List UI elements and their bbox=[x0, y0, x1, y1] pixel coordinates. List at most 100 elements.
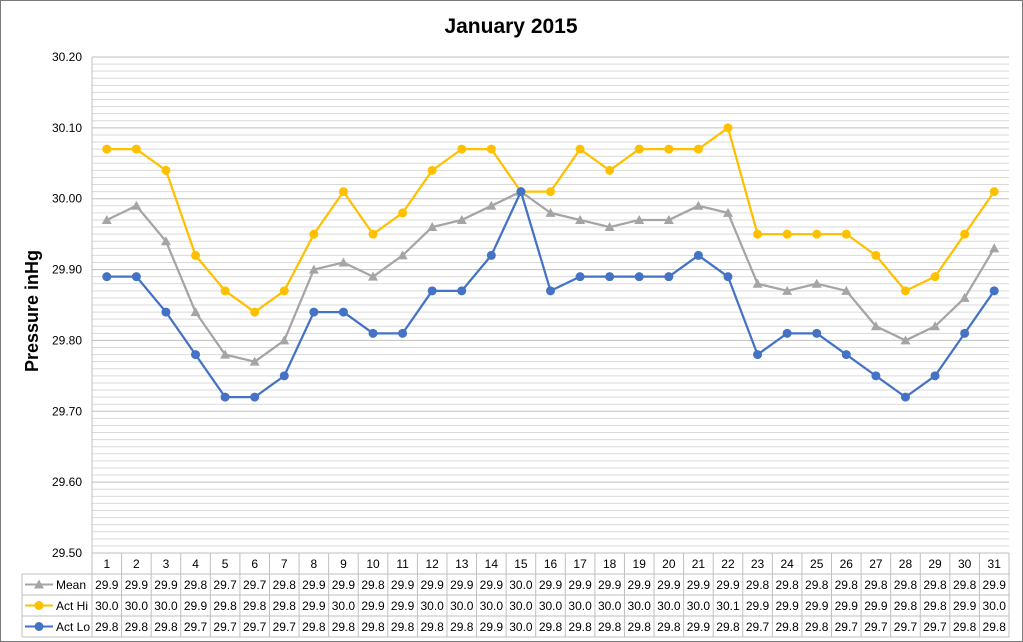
table-cell: 29.9 bbox=[125, 578, 149, 592]
data-point bbox=[308, 264, 319, 274]
table-cell: 29.8 bbox=[864, 578, 888, 592]
data-point bbox=[427, 286, 437, 296]
data-point bbox=[989, 243, 1000, 253]
y-tick-label: 29.50 bbox=[52, 546, 82, 560]
table-cell: 29.9 bbox=[361, 599, 385, 613]
table-header-cell: 6 bbox=[251, 557, 258, 571]
table-cell: 30.0 bbox=[509, 620, 533, 634]
table-cell: 30.0 bbox=[509, 599, 533, 613]
data-point bbox=[782, 285, 793, 295]
data-point bbox=[309, 229, 319, 239]
table-cell: 29.9 bbox=[775, 599, 799, 613]
table-header-cell: 21 bbox=[692, 557, 706, 571]
data-point bbox=[604, 222, 615, 232]
data-point bbox=[693, 200, 704, 210]
table-cell: 29.7 bbox=[213, 578, 237, 592]
table-cell: 29.9 bbox=[687, 578, 711, 592]
table-cell: 29.9 bbox=[687, 620, 711, 634]
table-header-cell: 24 bbox=[780, 557, 794, 571]
legend-label: Mean bbox=[56, 578, 86, 592]
table-cell: 30.0 bbox=[983, 599, 1007, 613]
y-tick-label: 29.60 bbox=[52, 475, 82, 489]
table-cell: 29.7 bbox=[864, 620, 888, 634]
table-cell: 30.0 bbox=[154, 599, 178, 613]
table-cell: 30.0 bbox=[95, 599, 119, 613]
data-point bbox=[664, 272, 674, 282]
data-point bbox=[456, 214, 467, 224]
table-cell: 29.9 bbox=[302, 578, 326, 592]
legend-label: Act Hi bbox=[56, 599, 88, 613]
data-point bbox=[220, 349, 231, 359]
table-cell: 29.8 bbox=[361, 578, 385, 592]
legend-key-act-lo: Act Lo bbox=[25, 620, 90, 634]
data-point bbox=[575, 144, 585, 154]
data-point bbox=[782, 328, 792, 338]
y-axis-ticks: 30.20 30.10 30.00 29.90 29.80 29.70 29.60 29.50 bbox=[52, 50, 82, 560]
table-cell: 30.0 bbox=[332, 599, 356, 613]
table-cell: 29.9 bbox=[657, 578, 681, 592]
data-point bbox=[190, 307, 201, 317]
table-cell: 29.8 bbox=[983, 620, 1007, 634]
data-point bbox=[457, 286, 467, 296]
table-header-cell: 29 bbox=[928, 557, 942, 571]
table-cell: 29.8 bbox=[598, 620, 622, 634]
table-cell: 29.7 bbox=[273, 620, 297, 634]
data-point bbox=[131, 200, 142, 210]
data-point bbox=[338, 307, 348, 317]
data-point bbox=[279, 335, 290, 345]
data-point bbox=[309, 307, 319, 317]
data-point bbox=[900, 392, 910, 402]
table-cell: 29.9 bbox=[628, 578, 652, 592]
data-point bbox=[131, 144, 141, 154]
data-point bbox=[989, 187, 999, 197]
data-point bbox=[752, 278, 763, 288]
table-header-cell: 26 bbox=[840, 557, 854, 571]
table-cell: 29.8 bbox=[184, 578, 208, 592]
table-header-cell: 28 bbox=[899, 557, 913, 571]
data-point bbox=[930, 272, 940, 282]
data-point bbox=[161, 307, 171, 317]
data-point bbox=[546, 187, 555, 197]
table-header-cell: 13 bbox=[455, 557, 469, 571]
data-point bbox=[722, 207, 733, 217]
table-cell: 29.9 bbox=[716, 578, 740, 592]
data-point bbox=[605, 272, 615, 282]
table-header-cell: 2 bbox=[133, 557, 140, 571]
table-cell: 29.9 bbox=[184, 599, 208, 613]
data-point bbox=[930, 321, 941, 331]
data-point bbox=[753, 350, 763, 360]
table-cell: 29.9 bbox=[568, 578, 592, 592]
data-point bbox=[605, 165, 615, 175]
data-point bbox=[960, 229, 970, 239]
data-point bbox=[546, 286, 555, 296]
table-cell: 29.8 bbox=[953, 578, 977, 592]
data-point bbox=[191, 350, 201, 360]
table-cell: 29.9 bbox=[746, 599, 770, 613]
table-cell: 29.8 bbox=[450, 620, 474, 634]
y-tick-label: 29.90 bbox=[52, 263, 82, 277]
data-point bbox=[723, 123, 733, 133]
data-point bbox=[634, 272, 644, 282]
table-cell: 29.9 bbox=[805, 599, 829, 613]
y-tick-label: 30.20 bbox=[52, 50, 82, 64]
table-cell: 30.0 bbox=[480, 599, 504, 613]
data-point bbox=[338, 257, 349, 267]
table-cell: 29.7 bbox=[184, 620, 208, 634]
data-point bbox=[397, 250, 408, 260]
table-cell: 29.8 bbox=[273, 578, 297, 592]
table-header-cell: 30 bbox=[958, 557, 972, 571]
table-header-cell: 11 bbox=[396, 557, 409, 571]
series-lines bbox=[101, 123, 1000, 402]
data-point bbox=[368, 328, 378, 338]
table-cell: 29.8 bbox=[953, 620, 977, 634]
table-cell: 29.9 bbox=[391, 578, 415, 592]
data-point bbox=[486, 200, 497, 210]
table-cell: 29.9 bbox=[835, 599, 859, 613]
data-point bbox=[398, 328, 408, 338]
table-cell: 29.9 bbox=[450, 578, 474, 592]
legend-label: Act Lo bbox=[56, 620, 90, 634]
table-cell: 29.8 bbox=[894, 578, 918, 592]
data-point bbox=[811, 278, 822, 288]
table-cell: 29.8 bbox=[568, 620, 592, 634]
